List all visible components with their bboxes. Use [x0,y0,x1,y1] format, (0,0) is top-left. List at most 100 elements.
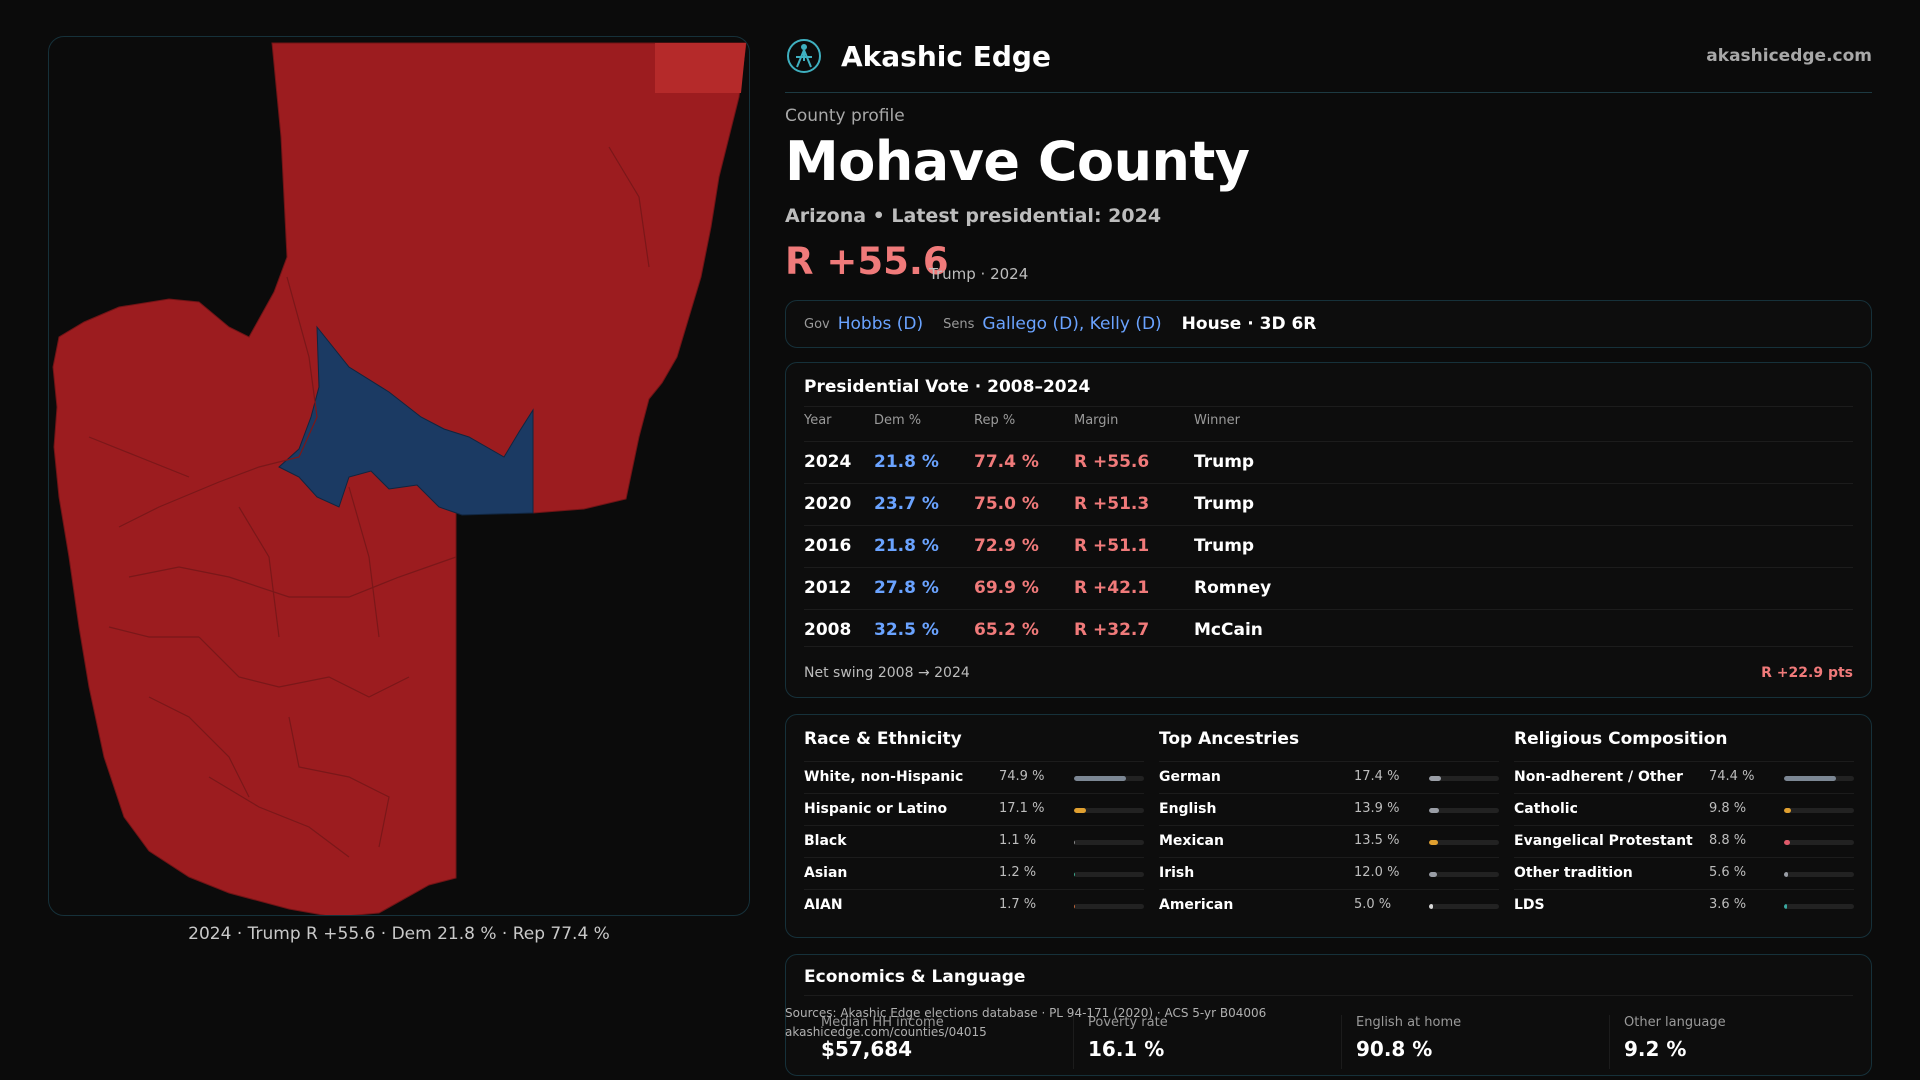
list-item: AIAN 1.7 % [804,889,1144,921]
item-name: AIAN [804,897,843,913]
house-delegation: House · 3D 6R [1181,314,1317,334]
cell-year: 2008 [804,620,852,640]
presidential-vote-card: Presidential Vote · 2008–2024 Year Dem %… [785,362,1872,698]
item-pct: 1.1 % [999,833,1037,848]
share-bar-fill [1429,840,1439,845]
cell-year: 2012 [804,578,852,598]
list-item: Other tradition 5.6 % [1514,857,1854,889]
sens-label: Sens [943,316,975,332]
list-item: Mexican 13.5 % [1159,825,1499,857]
item-pct: 17.4 % [1354,769,1400,784]
sources-footer: Sources: Akashic Edge elections database… [785,1004,1266,1042]
item-pct: 74.4 % [1709,769,1755,784]
share-bar-fill [1074,904,1076,909]
divider [804,995,1853,996]
gov-name[interactable]: Hobbs (D) [837,314,924,334]
share-bar [1074,904,1144,909]
table-row: 2012 27.8 % 69.9 % R +42.1 Romney [804,567,1853,609]
map-region-democratic [278,325,534,516]
demographics-card: Race & Ethnicity White, non-Hispanic 74.9… [785,714,1872,938]
item-pct: 1.2 % [999,865,1037,880]
sens-names[interactable]: Gallego (D), Kelly (D) [982,314,1162,334]
cell-margin: R +51.3 [1074,494,1150,514]
item-pct: 17.1 % [999,801,1045,816]
stat-label: Poverty rate [1088,1015,1168,1030]
item-pct: 13.5 % [1354,833,1400,848]
latest-margin-note: Trump · 2024 [929,265,1029,283]
item-name: Catholic [1514,801,1578,817]
stat-poverty-rate: Poverty rate 16.1 % [1088,1015,1338,1069]
stat-english-at-home: English at home 90.8 % [1356,1015,1606,1069]
item-name: LDS [1514,897,1545,913]
share-bar-fill [1074,840,1076,845]
eyebrow: County profile [785,106,905,126]
page-title: Mohave County [785,130,1250,193]
cell-winner: Trump [1194,452,1255,472]
presidential-vote-title: Presidential Vote · 2008–2024 [804,377,1091,397]
share-bar [1074,840,1144,845]
stat-label: Median HH income [821,1015,944,1030]
compass-figure-icon [787,39,821,73]
map-caption: 2024 · Trump R +55.6 · Dem 21.8 % · Rep … [188,924,610,944]
table-row: 2020 23.7 % 75.0 % R +51.3 Trump [804,483,1853,525]
stat-value: $57,684 [821,1037,913,1061]
cell-dem: 32.5 % [874,620,939,640]
list-item: Catholic 9.8 % [1514,793,1854,825]
header-rep: Rep % [974,413,1016,428]
share-bar [1784,840,1854,845]
table-row: 2008 32.5 % 65.2 % R +32.7 McCain [804,609,1853,651]
item-name: Non-adherent / Other [1514,769,1683,785]
economics-title: Economics & Language [804,967,1026,987]
share-bar-fill [1074,776,1127,781]
list-item: LDS 3.6 % [1514,889,1854,921]
cell-dem: 23.7 % [874,494,939,514]
cell-rep: 77.4 % [974,452,1039,472]
item-pct: 74.9 % [999,769,1045,784]
divider [804,406,1853,407]
item-name: Mexican [1159,833,1224,849]
cell-rep: 72.9 % [974,536,1039,556]
permalink[interactable]: akashicedge.com/counties/04015 [785,1025,987,1039]
map-region-republican-light [655,43,746,93]
cell-dem: 21.8 % [874,452,939,472]
share-bar-fill [1074,872,1076,877]
header-year: Year [804,413,832,428]
item-pct: 9.8 % [1709,801,1747,816]
county-map[interactable] [48,36,750,916]
section-title: Top Ancestries [1159,729,1300,749]
list-item: Hispanic or Latino 17.1 % [804,793,1144,825]
latest-margin: R +55.6 [785,240,949,283]
list-item: Black 1.1 % [804,825,1144,857]
share-bar [1784,808,1854,813]
share-bar-fill [1429,904,1433,909]
item-name: English [1159,801,1217,817]
item-pct: 8.8 % [1709,833,1747,848]
cell-winner: Trump [1194,536,1255,556]
item-name: American [1159,897,1234,913]
cell-winner: McCain [1194,620,1263,640]
page-subtitle: Arizona • Latest presidential: 2024 [785,205,1162,227]
stat-label: Other language [1624,1015,1726,1030]
share-bar [1074,808,1144,813]
brand[interactable]: Akashic Edge [785,36,1051,76]
economics-card: Economics & Language Median HH income $57… [785,954,1872,1076]
item-pct: 3.6 % [1709,897,1747,912]
list-item: Asian 1.2 % [804,857,1144,889]
cell-margin: R +42.1 [1074,578,1150,598]
county-map-svg [52,42,747,915]
table-header: Year Dem % Rep % Margin Winner [804,413,1853,441]
list-item: Evangelical Protestant 8.8 % [1514,825,1854,857]
share-bar [1784,872,1854,877]
cell-rep: 69.9 % [974,578,1039,598]
item-pct: 5.6 % [1709,865,1747,880]
share-bar-fill [1074,808,1086,813]
share-bar [1784,904,1854,909]
stat-value: 16.1 % [1088,1037,1165,1061]
site-link[interactable]: akashicedge.com [1706,46,1872,66]
share-bar [1429,872,1499,877]
header-margin: Margin [1074,413,1119,428]
share-bar-fill [1784,808,1791,813]
share-bar [1429,776,1499,781]
list-item: American 5.0 % [1159,889,1499,921]
share-bar-fill [1784,872,1788,877]
